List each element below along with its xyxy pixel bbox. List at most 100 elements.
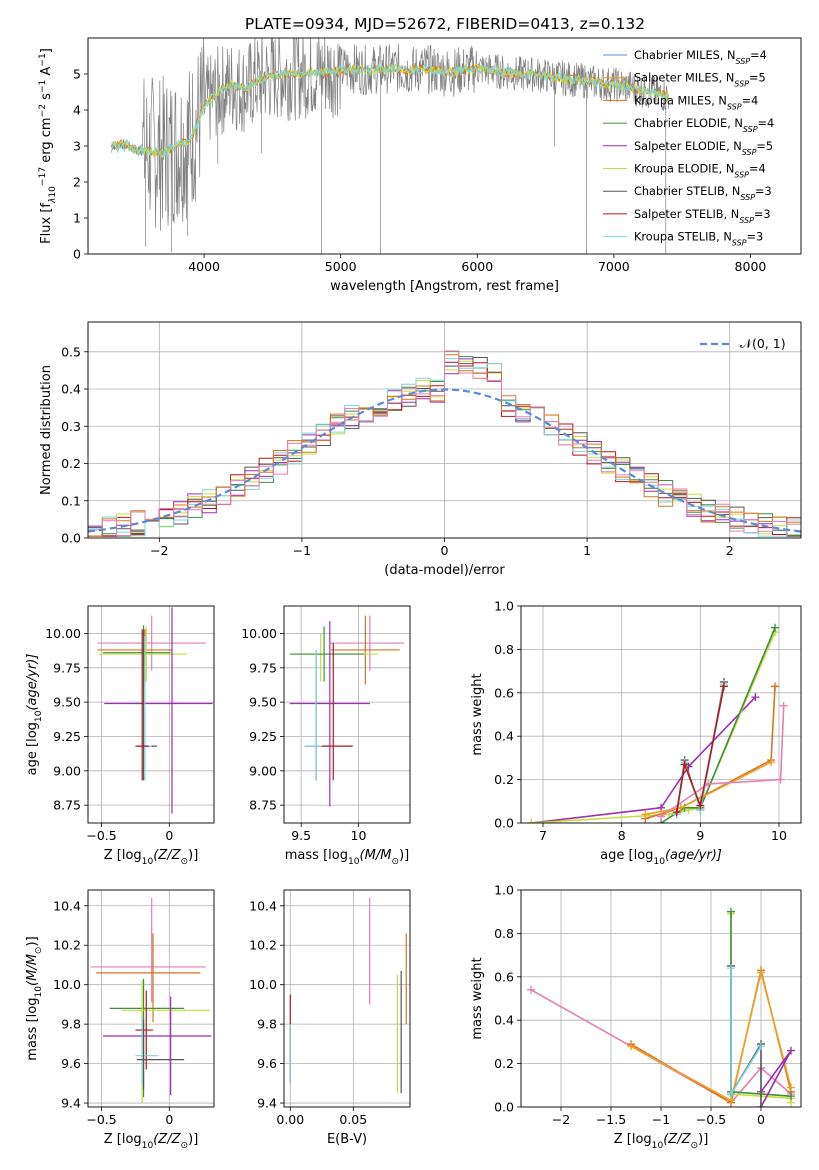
axis-label-part: ] [39,48,54,53]
series-line [675,686,725,813]
plot-frame [87,37,802,255]
legend-nssp-prefix: , N [720,49,736,62]
series-point [787,1083,795,1092]
plot-marks [88,322,801,538]
x-tick-label: 0 [165,828,173,843]
legend-label: Salpeter STELIB, NSSP=3 [634,208,771,225]
legend-nssp-value: 5 [758,72,765,85]
series-point [757,1042,765,1051]
y-tick-label: 9.8 [61,1017,81,1032]
legend-label: Chabrier MILES, NSSP=4 [634,49,767,66]
legend-name: Kroupa STELIB [634,231,716,244]
y-tick-label: 3 [73,139,81,154]
plot-frame [520,889,802,1108]
legend-nssp-eq: = [749,72,758,85]
plot-marks [110,38,669,254]
axis-label-part: mass [log [25,998,40,1061]
y-tick-label: 8.75 [249,798,277,813]
y-tick-label: 2 [73,175,81,190]
y-tick-label: 9.4 [257,1096,277,1111]
y-tick-label: 0 [73,247,81,262]
axis-label-part: −2 [38,104,48,117]
x-axis-label: E(B-V) [327,1132,367,1147]
plot-marks [521,606,801,823]
x-tick-label: 7000 [598,259,630,274]
x-tick-label: 2 [726,543,734,558]
y-tick-label: 0.4 [494,729,514,744]
legend-nssp-prefix: , N [716,231,732,244]
y-tick-label: 10.4 [249,898,277,913]
legend-entry: Chabrier ELODIE, NSSP=4 [603,117,774,134]
x-tick-label: −0.5 [696,1112,726,1127]
axis-label-part: 10 [34,986,44,998]
legend-entry: Chabrier STELIB, NSSP=3 [603,185,772,202]
series-point [779,701,788,710]
axis-label-part: Z [log [614,1132,652,1147]
axis-label-part: 10 [48,186,58,198]
plot-marks [88,890,214,1107]
legend-nssp-eq: = [758,117,767,130]
y-tick-label: 0.8 [494,642,514,657]
y-tick-label: 9.25 [249,729,277,744]
x-tick-label: 0 [165,1112,173,1127]
plot-frame [87,321,802,539]
legend-entry: Kroupa STELIB, NSSP=3 [603,231,763,247]
x-tick-label: −0.5 [86,1112,116,1127]
plot-marks [284,890,410,1107]
y-tick-label: 1 [73,211,81,226]
series-line [645,686,776,820]
series-point [776,775,785,784]
series-point [680,760,689,769]
y-tick-label: 0.3 [61,419,81,434]
x-axis-label: wavelength [Angstrom, rest frame] [330,279,559,294]
axis-label-part: )] [188,1132,198,1147]
legend-nssp-prefix: , N [711,94,727,107]
axis-label-part: (Z/Z [153,848,181,863]
series-point [527,985,535,994]
figure-title: PLATE=0934, MJD=52672, FIBERID=0413, z=0… [245,15,645,33]
plot-frame [283,605,411,824]
axis-label-part: (M/M [360,848,392,863]
x-tick-label: 6000 [461,259,493,274]
normal-reference-curve [88,388,801,533]
legend-nssp-value: 4 [751,94,758,107]
y-tick-label: 0.2 [494,1056,514,1071]
axis-label-part: −17 [38,167,48,186]
series-point [657,812,665,821]
legend-nssp-prefix: , N [719,163,735,176]
y-tick-label: 9.50 [53,695,81,710]
legend-name: Salpeter STELIB [634,208,724,221]
axis-label-part: A [39,67,54,80]
axis-label-part: ⊙ [181,857,189,867]
series-point [727,964,735,973]
legend-nssp-prefix: , N [726,140,742,153]
x-tick-label: 8000 [735,259,767,274]
y-tick-label: 0.4 [61,382,81,397]
axis-label: Z [log10(Z/Z⊙)] [614,1132,709,1151]
legend-nssp-eq: = [747,231,756,244]
y-tick-label: 8.75 [53,798,81,813]
legend-nssp-sub: SSP [735,57,750,66]
legend-nssp-eq: = [749,163,758,176]
plot-area [284,890,410,1107]
legend-name: Salpeter ELODIE [634,140,726,153]
y-tick-label: 10.00 [241,626,277,641]
axis-label-part: −1 [38,80,48,93]
plot-frame [87,605,215,824]
y-tick-label: 1.0 [494,599,514,614]
plot-marks [88,606,214,823]
legend-entry: Kroupa MILES, NSSP=4 [603,94,758,111]
x-tick-label: −1 [293,543,311,558]
legend-label: Chabrier ELODIE, NSSP=4 [634,117,774,134]
legend-nssp-value: 4 [758,163,765,176]
y-tick-label: 0.0 [494,1100,514,1115]
legend-entry: Salpeter ELODIE, NSSP=5 [603,140,773,156]
axis-label: Z [log10(Z/Z⊙)] [104,848,199,867]
axis-label-part: 10 [142,857,154,867]
series-point [672,808,681,817]
legend-entry: Kroupa ELODIE, NSSP=4 [603,163,766,179]
series-point [771,682,780,691]
y-tick-label: 10.4 [53,898,81,913]
